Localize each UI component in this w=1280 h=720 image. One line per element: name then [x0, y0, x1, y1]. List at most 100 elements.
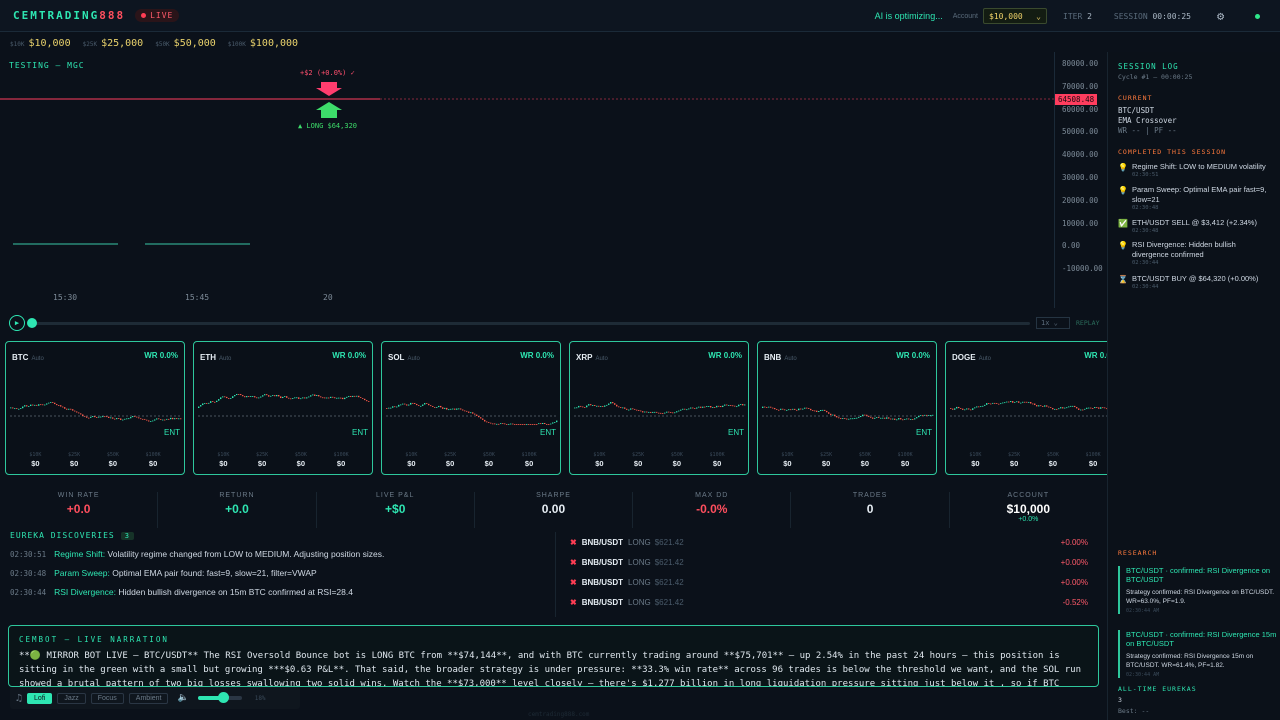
asset-card-bnb[interactable]: BNB Auto WR 0.0% ENT $10K $0 $25K $0 $50K $0 $100K…	[757, 341, 937, 475]
candle	[18, 408, 20, 410]
replay-handle[interactable]	[27, 318, 37, 328]
card-value-item: $10K $0	[405, 452, 417, 469]
candle	[144, 418, 146, 420]
research-item[interactable]: BTC/USDT · confirmed: RSI Divergence 15m…	[1118, 630, 1278, 678]
stat-label: WIN RATE	[57, 492, 100, 499]
candle	[480, 417, 482, 419]
trade-row[interactable]: ✖ BNB/USDT LONG $621.42 +0.00%	[556, 532, 1095, 552]
session-log-title: SESSION LOG	[1118, 62, 1179, 71]
asset-card-sol[interactable]: SOL Auto WR 0.0% ENT $10K $0 $25K $0 $50K $0 $100K…	[381, 341, 561, 475]
candle	[736, 406, 738, 408]
y-tick-label: 60000.00	[1062, 104, 1099, 114]
trade-row[interactable]: ✖ BNB/USDT LONG $621.42 +0.00%	[556, 572, 1095, 592]
audio-jazz-button[interactable]: Jazz	[57, 692, 86, 704]
brand-logo: CEMTRADING888	[13, 9, 126, 22]
volume-slider[interactable]	[197, 692, 242, 703]
speed-select[interactable]: 1x ⌄	[1036, 317, 1070, 329]
trade-row[interactable]: ✖ BNB/USDT LONG $621.42 -0.52%	[556, 592, 1095, 612]
candle	[798, 408, 800, 411]
candle	[62, 406, 64, 408]
candle	[444, 407, 446, 409]
candle	[108, 416, 110, 418]
candle	[456, 408, 458, 410]
card-value-item: $25K $0	[68, 452, 80, 469]
replay-track[interactable]	[30, 322, 1030, 325]
research-time: 02:30:44 AM	[1126, 608, 1160, 614]
settings-icon[interactable]: ⚙	[1217, 9, 1225, 23]
candle	[694, 408, 696, 409]
candle	[442, 407, 444, 409]
preset-3-button[interactable]: $100,000	[249, 38, 299, 49]
candle	[92, 416, 94, 417]
candle	[726, 404, 728, 406]
candle	[1082, 409, 1084, 411]
account-select[interactable]: $10,000 ⌄	[983, 8, 1047, 24]
candle	[640, 410, 642, 412]
play-icon[interactable]: ▶	[9, 315, 25, 331]
candle	[1090, 407, 1092, 409]
candle	[646, 411, 648, 413]
candle	[886, 417, 888, 419]
candle	[1050, 407, 1052, 409]
preset-1-button[interactable]: $25,000	[101, 38, 144, 49]
research-item[interactable]: BTC/USDT · confirmed: RSI Divergence on …	[1118, 566, 1278, 614]
asset-card-btc[interactable]: BTC Auto WR 0.0% ENT $10K $0 $25K $0 $50K $0 $100K…	[5, 341, 185, 475]
asset-card-xrp[interactable]: XRP Auto WR 0.0% ENT $10K $0 $25K $0 $50K $0 $100K…	[569, 341, 749, 475]
candle	[356, 395, 358, 397]
y-tick-label: 80000.00	[1062, 59, 1099, 68]
card-win-rate: WR 0.0%	[520, 351, 554, 360]
card-value-item: $25K $0	[256, 452, 268, 469]
card-value-label: $100K	[145, 452, 161, 458]
trade-row[interactable]: ✖ BNB/USDT LONG $621.42 +0.00%	[556, 552, 1095, 572]
candle	[868, 415, 870, 417]
candle	[238, 394, 240, 395]
audio-ambient-button[interactable]: Ambient	[128, 692, 169, 704]
replay-label: REPLAY	[1076, 319, 1100, 327]
candle	[866, 414, 868, 416]
card-value-amount: $0	[148, 459, 158, 468]
candle	[762, 406, 764, 408]
card-value-label: $100K	[709, 452, 725, 458]
candle	[984, 404, 986, 406]
alltime-heading: ALL-TIME EUREKAS	[1118, 685, 1197, 693]
candle	[584, 407, 586, 409]
candle	[448, 409, 450, 411]
candle	[712, 407, 714, 408]
candle	[916, 417, 918, 419]
audio-lofi-button[interactable]: Lofi	[27, 692, 53, 704]
candle	[102, 416, 104, 418]
stat-label: MAX DD	[695, 492, 729, 499]
preset-2-button[interactable]: $50,000	[173, 38, 216, 49]
candle	[78, 412, 80, 414]
candle	[258, 397, 260, 399]
card-value-label: $50K	[482, 452, 495, 458]
candle	[420, 405, 422, 407]
audio-focus-button[interactable]: Focus	[90, 692, 124, 704]
candle	[580, 405, 582, 407]
candle	[852, 418, 854, 420]
completed-hourglass-icon: ⌛	[1118, 275, 1128, 284]
mute-icon[interactable]: 🔈	[177, 693, 189, 703]
candle	[428, 403, 430, 406]
candle	[780, 408, 782, 410]
candle	[12, 407, 14, 409]
research-heading-text: BTC/USDT · confirmed: RSI Divergence 15m…	[1126, 630, 1277, 648]
mini-price-chart	[574, 402, 746, 417]
candle	[870, 416, 872, 418]
candle	[424, 403, 426, 405]
candle	[364, 398, 366, 401]
candle	[212, 401, 214, 402]
candle	[702, 406, 704, 408]
candle	[430, 405, 432, 407]
candle	[22, 406, 24, 409]
preset-0-button[interactable]: $10,000	[28, 38, 71, 49]
candle	[628, 409, 630, 411]
asset-card-eth[interactable]: ETH Auto WR 0.0% ENT $10K $0 $25K $0 $50K $0 $100K…	[193, 341, 373, 475]
footer-link[interactable]: cemtrading888.com	[528, 711, 590, 718]
stat-live-p-l: LIVE P&L +$0	[317, 492, 475, 528]
card-value-item: $10K $0	[29, 452, 41, 469]
candle	[820, 409, 822, 412]
candle	[730, 405, 732, 406]
candle	[174, 418, 176, 420]
